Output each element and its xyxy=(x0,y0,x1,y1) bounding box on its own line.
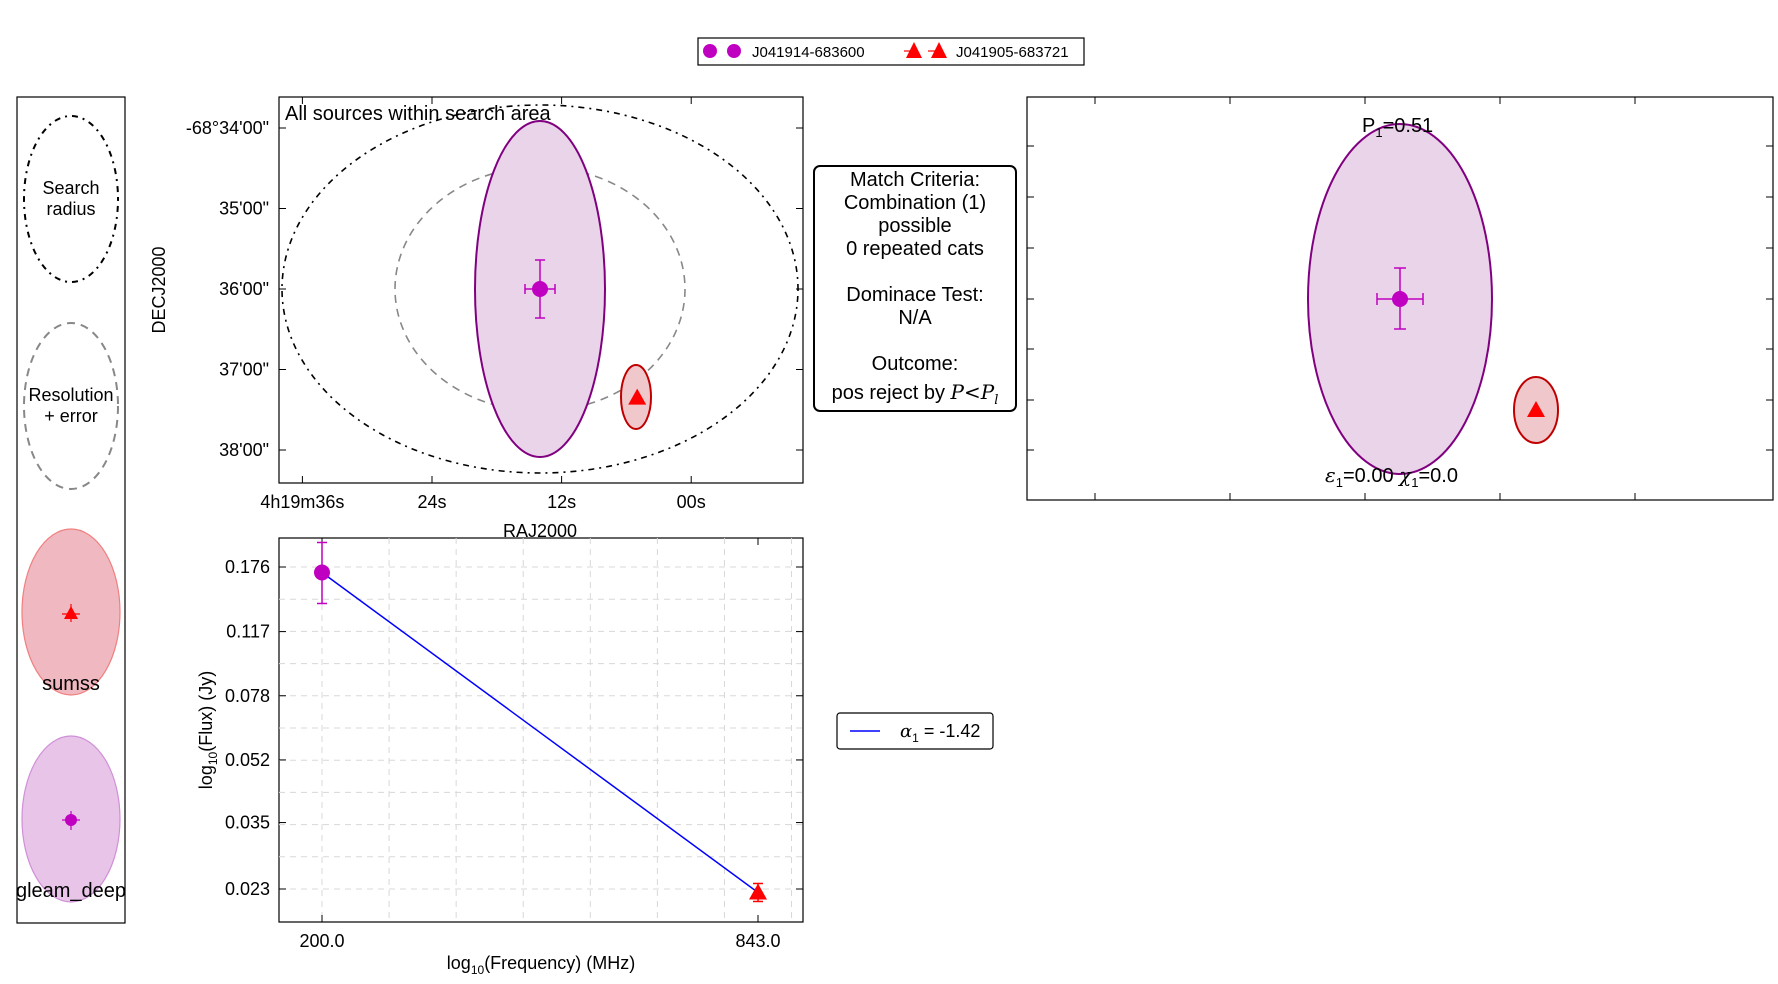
sky-point-sumss xyxy=(628,388,647,405)
sky-ylabel: DECJ2000 xyxy=(149,246,169,333)
zoom-plot: P1=0.51 ε1=0.00 χ1=0.0 xyxy=(1026,96,1774,501)
gleam-label: gleam_deep xyxy=(16,880,126,902)
sky-xtick-label: 00s xyxy=(677,492,706,512)
match-line: Combination (1) xyxy=(844,192,986,214)
legend-sumss-label: J041905-683721 xyxy=(956,44,1069,61)
search-radius-label-2: radius xyxy=(46,199,95,219)
sed-ytick-label: 0.023 xyxy=(225,879,270,899)
sed-fit-line xyxy=(321,571,759,894)
sky-ytick-label: 38'00" xyxy=(219,440,269,460)
match-line: Match Criteria: xyxy=(850,169,980,191)
sed-ytick-label: 0.117 xyxy=(226,622,270,642)
sed-point-sumss xyxy=(749,882,767,903)
sed-xtick-label: 843.0 xyxy=(735,931,780,951)
sky-xtick-label: 12s xyxy=(547,492,576,512)
sumss-label: sumss xyxy=(42,673,100,695)
legend-gleam-label: J041914-683600 xyxy=(752,44,865,61)
fit-legend: α1 = -1.42 xyxy=(836,712,994,750)
sky-ytick-label: 37'00" xyxy=(219,360,269,380)
search-radius-sample xyxy=(23,115,119,283)
side-legend: Search radius Resolution + error sumss g… xyxy=(16,96,126,924)
sky-ytick-label: -68°34'00" xyxy=(186,118,269,138)
resolution-error-sample xyxy=(23,322,119,490)
sky-point-gleam_deep xyxy=(524,259,556,319)
match-line: 0 repeated cats xyxy=(846,238,984,260)
sky-xlabel: RAJ2000 xyxy=(503,521,577,541)
sky-ytick-label: 35'00" xyxy=(219,199,269,219)
zoom-gleam-point xyxy=(1376,267,1424,330)
sky-plot: All sources within search area 4h19m36s 2… xyxy=(149,96,804,541)
sed-ytick-label: 0.052 xyxy=(225,750,270,770)
sed-point-gleam_deep xyxy=(314,541,330,605)
zoom-sumss-point xyxy=(1527,401,1545,417)
fit-legend-label: α1 = -1.42 xyxy=(900,721,980,745)
match-line: Dominace Test: xyxy=(846,284,983,306)
sky-xtick-label: 24s xyxy=(417,492,446,512)
sky-ytick-label: 36'00" xyxy=(219,279,269,299)
resolution-label-2: + error xyxy=(44,406,98,426)
match-criteria-box: Match Criteria:Combination (1)possible0 … xyxy=(813,165,1017,412)
match-outcome-math: P<Pl xyxy=(950,380,999,408)
sed-xtick-label: 200.0 xyxy=(299,931,344,951)
match-line: N/A xyxy=(898,307,932,329)
match-outcome-line: pos reject by P<Pl xyxy=(832,380,999,408)
match-line: possible xyxy=(878,215,951,237)
zoom-p-annotation: P1=0.51 xyxy=(1362,115,1433,140)
top-legend: J041914-683600 J041905-683721 xyxy=(697,37,1085,66)
sumss-sample xyxy=(21,528,121,696)
sed-ylabel: log10(Flux) (Jy) xyxy=(196,671,220,789)
sed-ytick-label: 0.176 xyxy=(225,557,270,577)
sed-plot: 0.176 0.117 0.078 0.052 0.035 0.023 200.0 843.0… xyxy=(196,537,804,977)
gleam-sample xyxy=(21,735,121,903)
match-line: Outcome: xyxy=(872,353,959,375)
sed-ytick-label: 0.035 xyxy=(225,813,270,833)
sed-xlabel: log10(Frequency) (MHz) xyxy=(447,953,635,977)
sky-plot-title: All sources within search area xyxy=(285,103,552,125)
sed-ytick-label: 0.078 xyxy=(225,686,270,706)
legend-gleam-marker xyxy=(703,44,741,58)
zoom-eps-annotation: ε1=0.00 χ1=0.0 xyxy=(1325,463,1458,490)
search-radius-label-1: Search xyxy=(42,178,99,198)
resolution-label-1: Resolution xyxy=(28,385,113,405)
sky-xtick-label: 4h19m36s xyxy=(260,492,344,512)
legend-sumss-marker xyxy=(904,42,947,58)
